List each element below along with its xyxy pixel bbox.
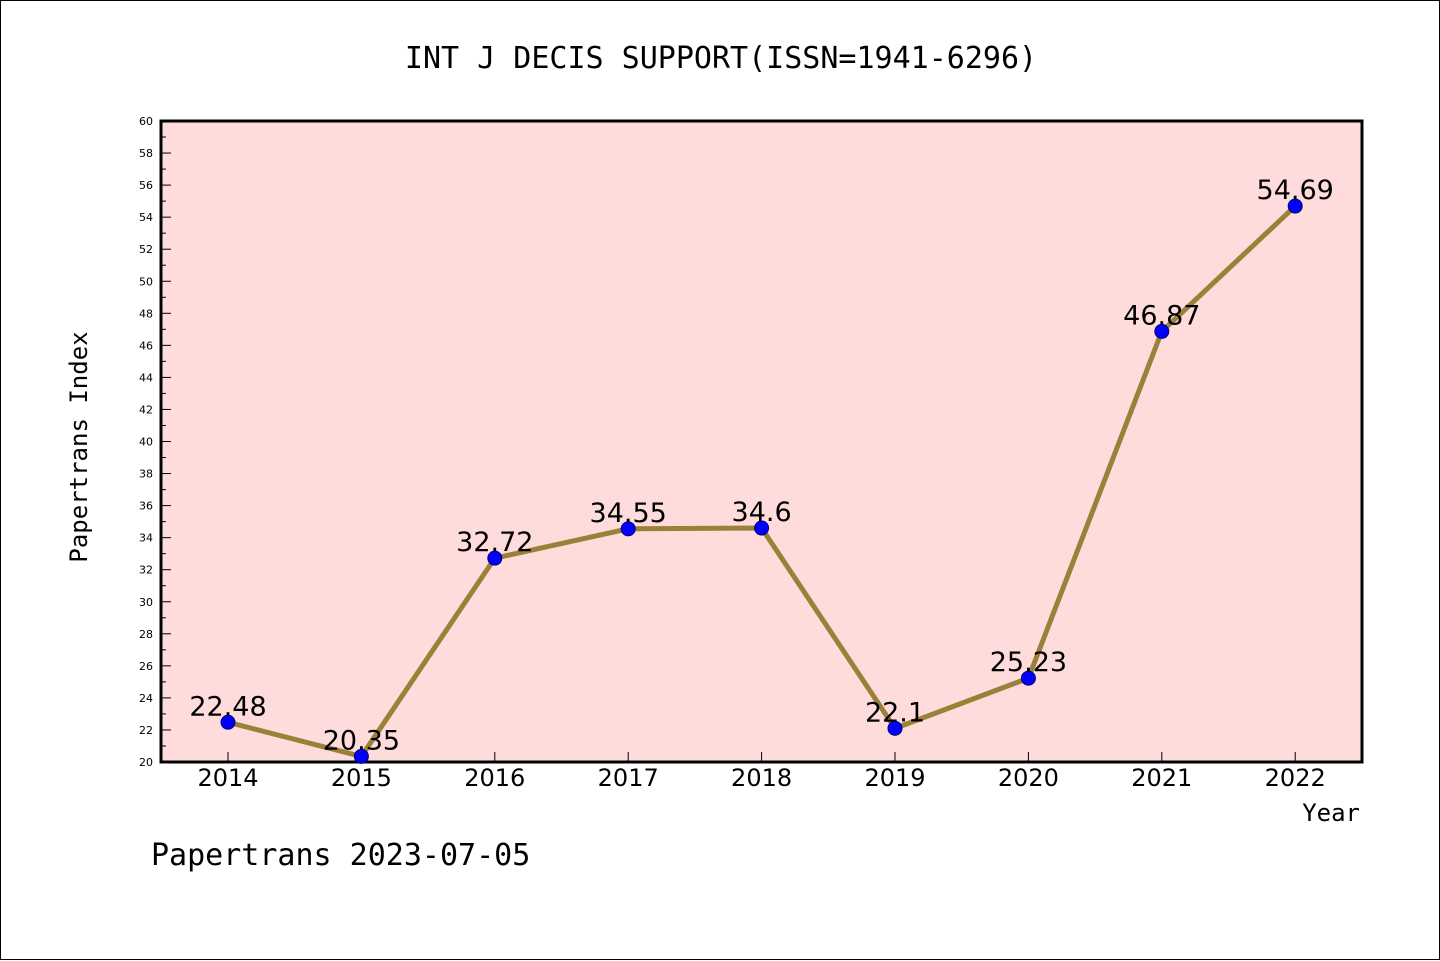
data-points [220, 198, 1303, 764]
y-tick-label: 56 [139, 179, 153, 192]
data-label: 20.35 [323, 725, 400, 756]
data-label: 25.23 [990, 647, 1067, 678]
y-tick-label: 44 [139, 371, 153, 384]
y-tick-label: 50 [139, 275, 153, 288]
x-axis-label: Year [1302, 799, 1360, 827]
y-tick-label: 28 [139, 628, 153, 641]
y-tick-label: 40 [139, 436, 153, 449]
x-tick-label: 2019 [864, 764, 925, 792]
y-tick-label: 46 [139, 339, 153, 352]
data-point [754, 520, 770, 536]
data-label: 46.87 [1123, 300, 1200, 331]
y-tick-label: 54 [139, 211, 153, 224]
y-axis: 20 22 24 26 28 30 32 34 36 38 40 42 44 46 48 50 52 54 56 58… [139, 115, 171, 769]
y-tick-label: 42 [139, 403, 153, 416]
y-tick-label: 20 [139, 756, 153, 769]
data-point [220, 714, 236, 730]
plot-area [159, 119, 1364, 764]
x-axis: 2014 2015 2016 2017 2018 2019 2020 2021 2022 [197, 752, 1326, 792]
data-point [487, 550, 503, 566]
x-tick-label: 2016 [464, 764, 525, 792]
x-tick-label: 2021 [1131, 764, 1192, 792]
data-point [620, 521, 636, 537]
x-tick-label: 2015 [331, 764, 392, 792]
data-label: 34.55 [590, 498, 667, 529]
data-point [1020, 670, 1036, 686]
y-tick-label: 26 [139, 660, 153, 673]
y-tick-label: 38 [139, 468, 153, 481]
y-tick-label: 22 [139, 724, 153, 737]
y-tick-label: 60 [139, 115, 153, 128]
data-label: 22.1 [865, 697, 925, 728]
y-tick-label: 32 [139, 564, 153, 577]
x-tick-label: 2022 [1265, 764, 1326, 792]
data-label: 54.69 [1257, 175, 1334, 206]
y-tick-label: 36 [139, 500, 153, 513]
data-label: 32.72 [456, 527, 533, 558]
y-tick-label: 58 [139, 147, 153, 160]
x-tick-label: 2017 [598, 764, 659, 792]
data-label: 34.6 [732, 497, 792, 528]
data-label: 22.48 [189, 691, 266, 722]
data-point [1154, 323, 1170, 339]
x-tick-label: 2020 [998, 764, 1059, 792]
data-point [353, 748, 369, 764]
y-tick-label: 34 [139, 532, 153, 545]
y-axis-label: Papertrans Index [65, 331, 93, 562]
y-tick-label: 24 [139, 692, 153, 705]
data-point [887, 720, 903, 736]
y-tick-label: 52 [139, 243, 153, 256]
watermark-text: Papertrans 2023-07-05 [151, 838, 530, 873]
chart-title: INT J DECIS SUPPORT(ISSN=1941-6296) [405, 41, 1037, 76]
data-point [1287, 198, 1303, 214]
y-tick-label: 30 [139, 596, 153, 609]
x-tick-label: 2014 [197, 764, 258, 792]
y-tick-label: 48 [139, 307, 153, 320]
data-labels: 22.48 20.35 32.72 34.55 34.6 22.1 25.23 46.87 54… [189, 175, 1333, 756]
x-tick-label: 2018 [731, 764, 792, 792]
